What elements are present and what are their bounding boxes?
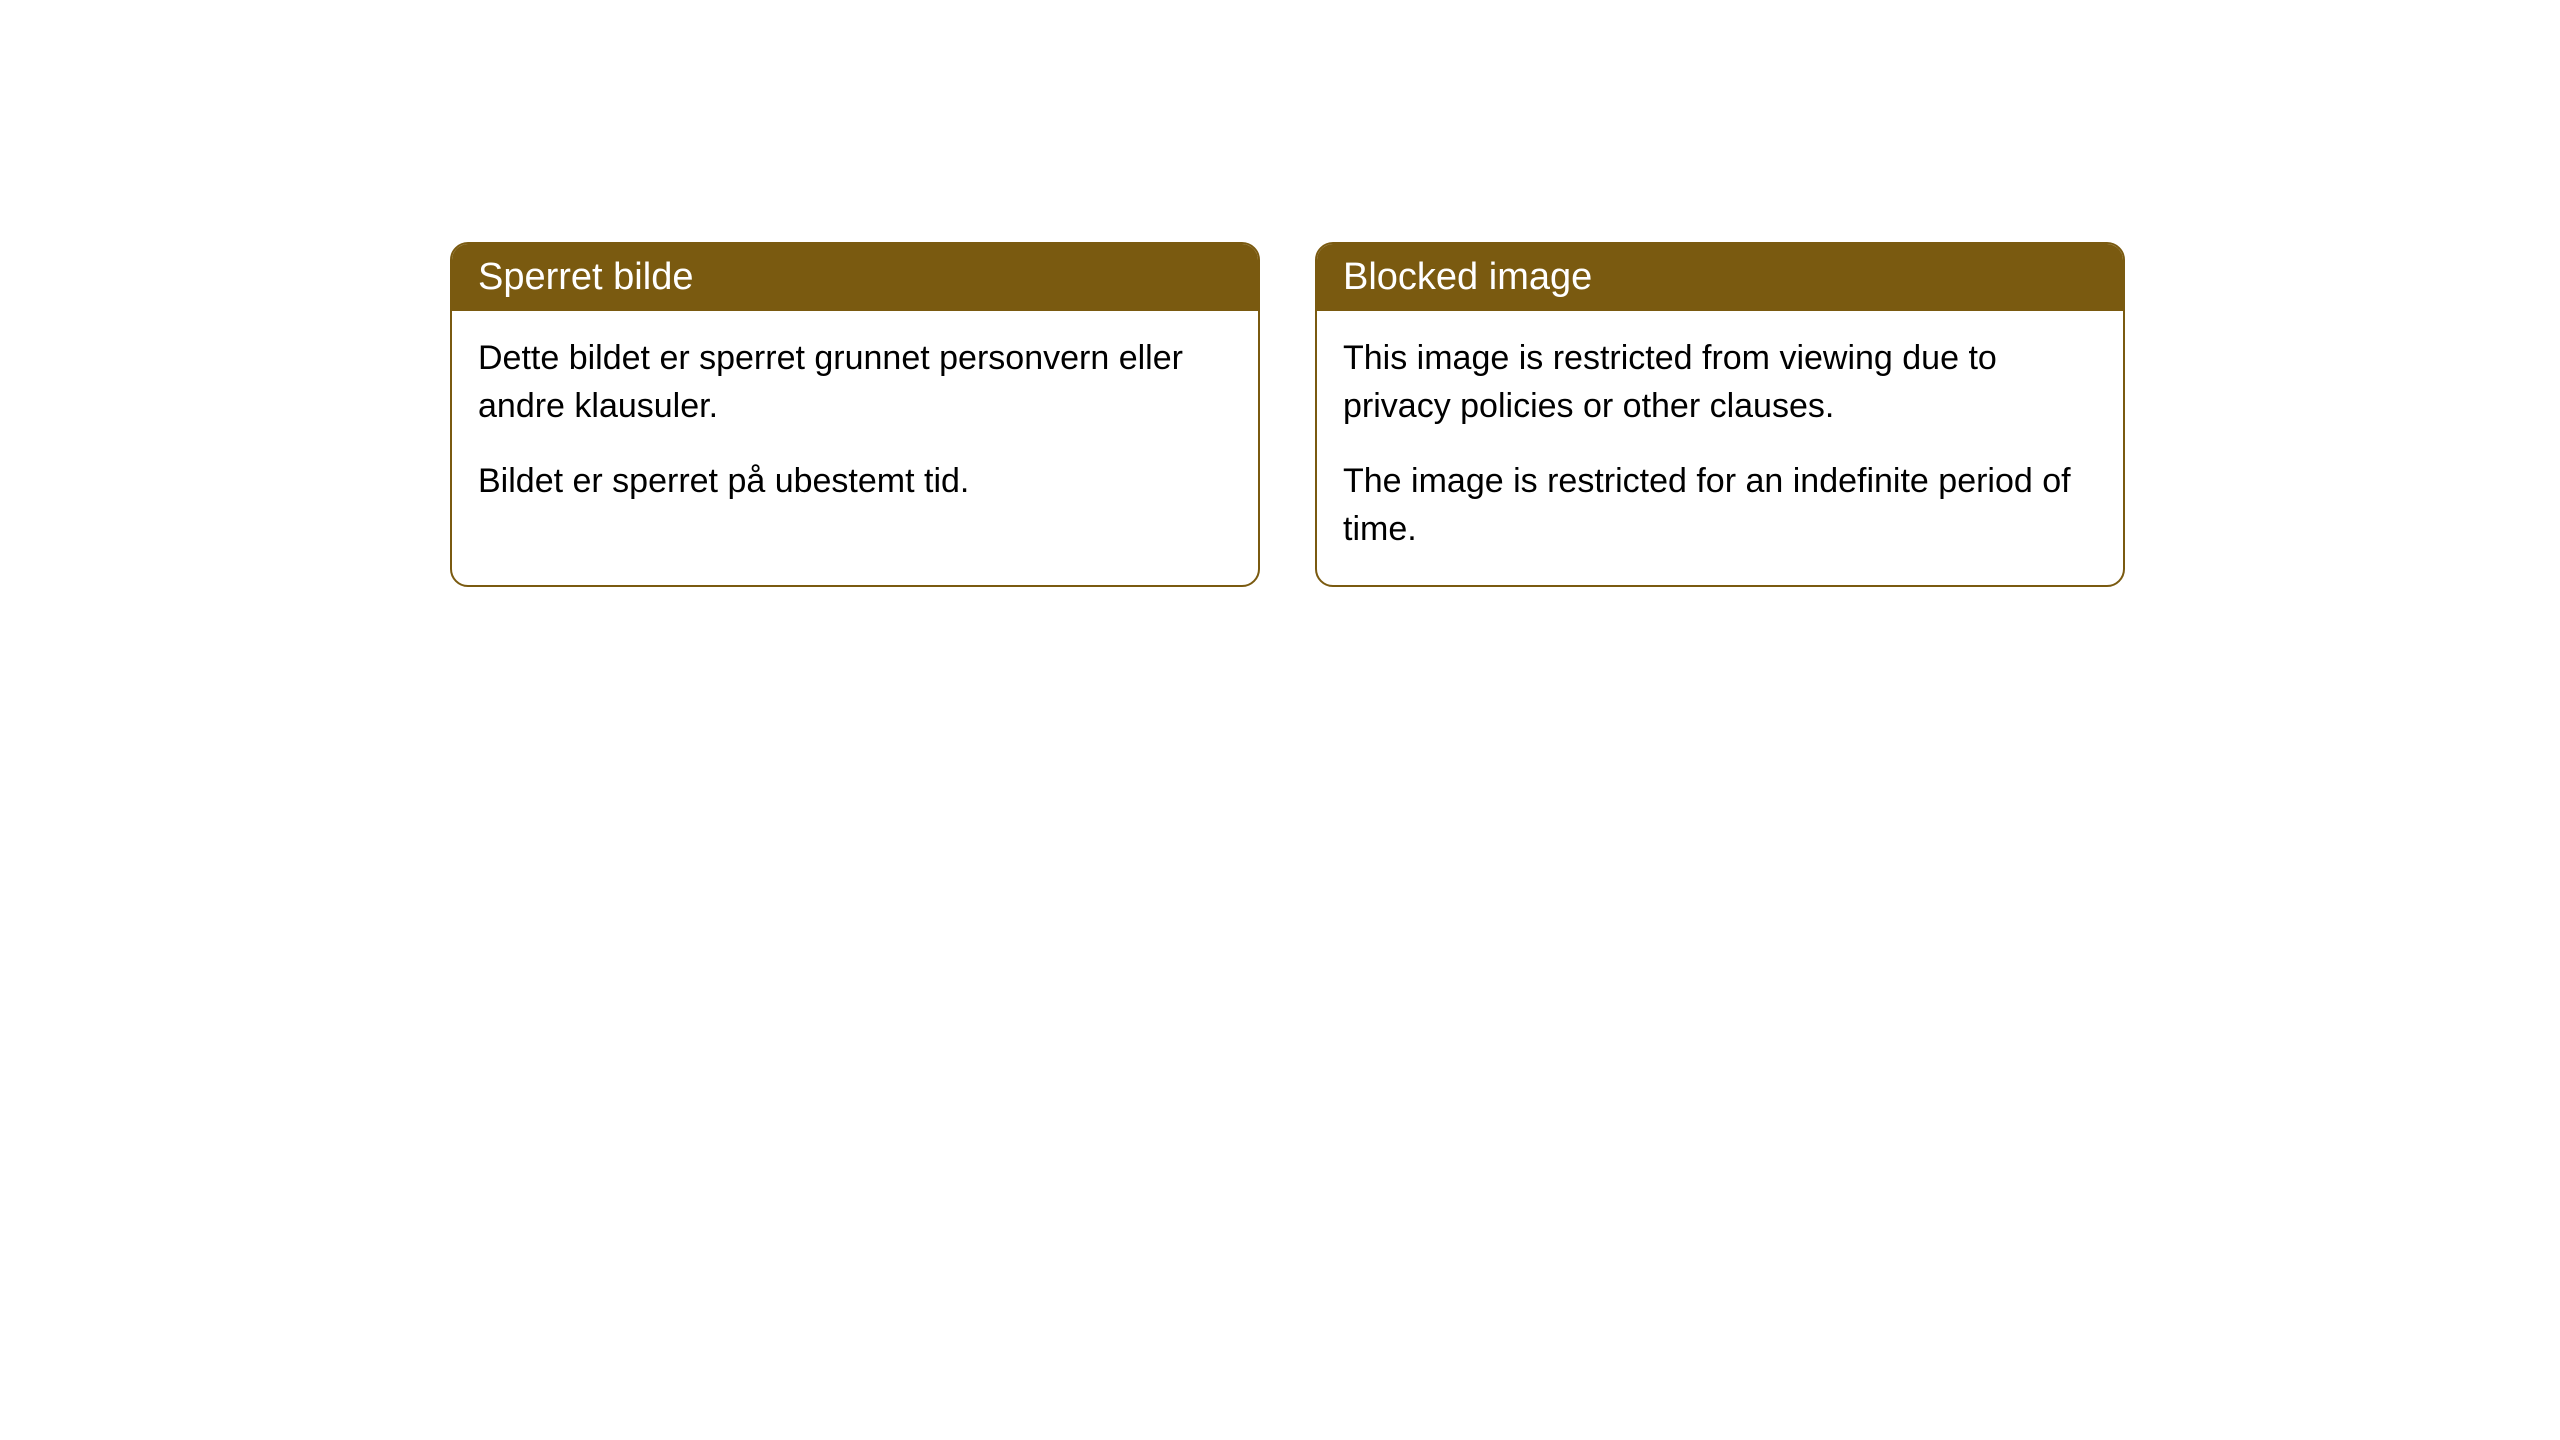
card-body-norwegian: Dette bildet er sperret grunnet personve… <box>452 311 1258 538</box>
card-body-english: This image is restricted from viewing du… <box>1317 311 2123 585</box>
card-norwegian: Sperret bilde Dette bildet er sperret gr… <box>450 242 1260 587</box>
card-header-norwegian: Sperret bilde <box>452 244 1258 311</box>
card-english: Blocked image This image is restricted f… <box>1315 242 2125 587</box>
cards-container: Sperret bilde Dette bildet er sperret gr… <box>450 242 2125 587</box>
card-paragraph-1-english: This image is restricted from viewing du… <box>1343 335 2097 430</box>
card-paragraph-1-norwegian: Dette bildet er sperret grunnet personve… <box>478 335 1232 430</box>
card-title-norwegian: Sperret bilde <box>478 256 693 298</box>
card-header-english: Blocked image <box>1317 244 2123 311</box>
card-title-english: Blocked image <box>1343 256 1592 298</box>
card-paragraph-2-norwegian: Bildet er sperret på ubestemt tid. <box>478 458 1232 506</box>
card-paragraph-2-english: The image is restricted for an indefinit… <box>1343 458 2097 553</box>
